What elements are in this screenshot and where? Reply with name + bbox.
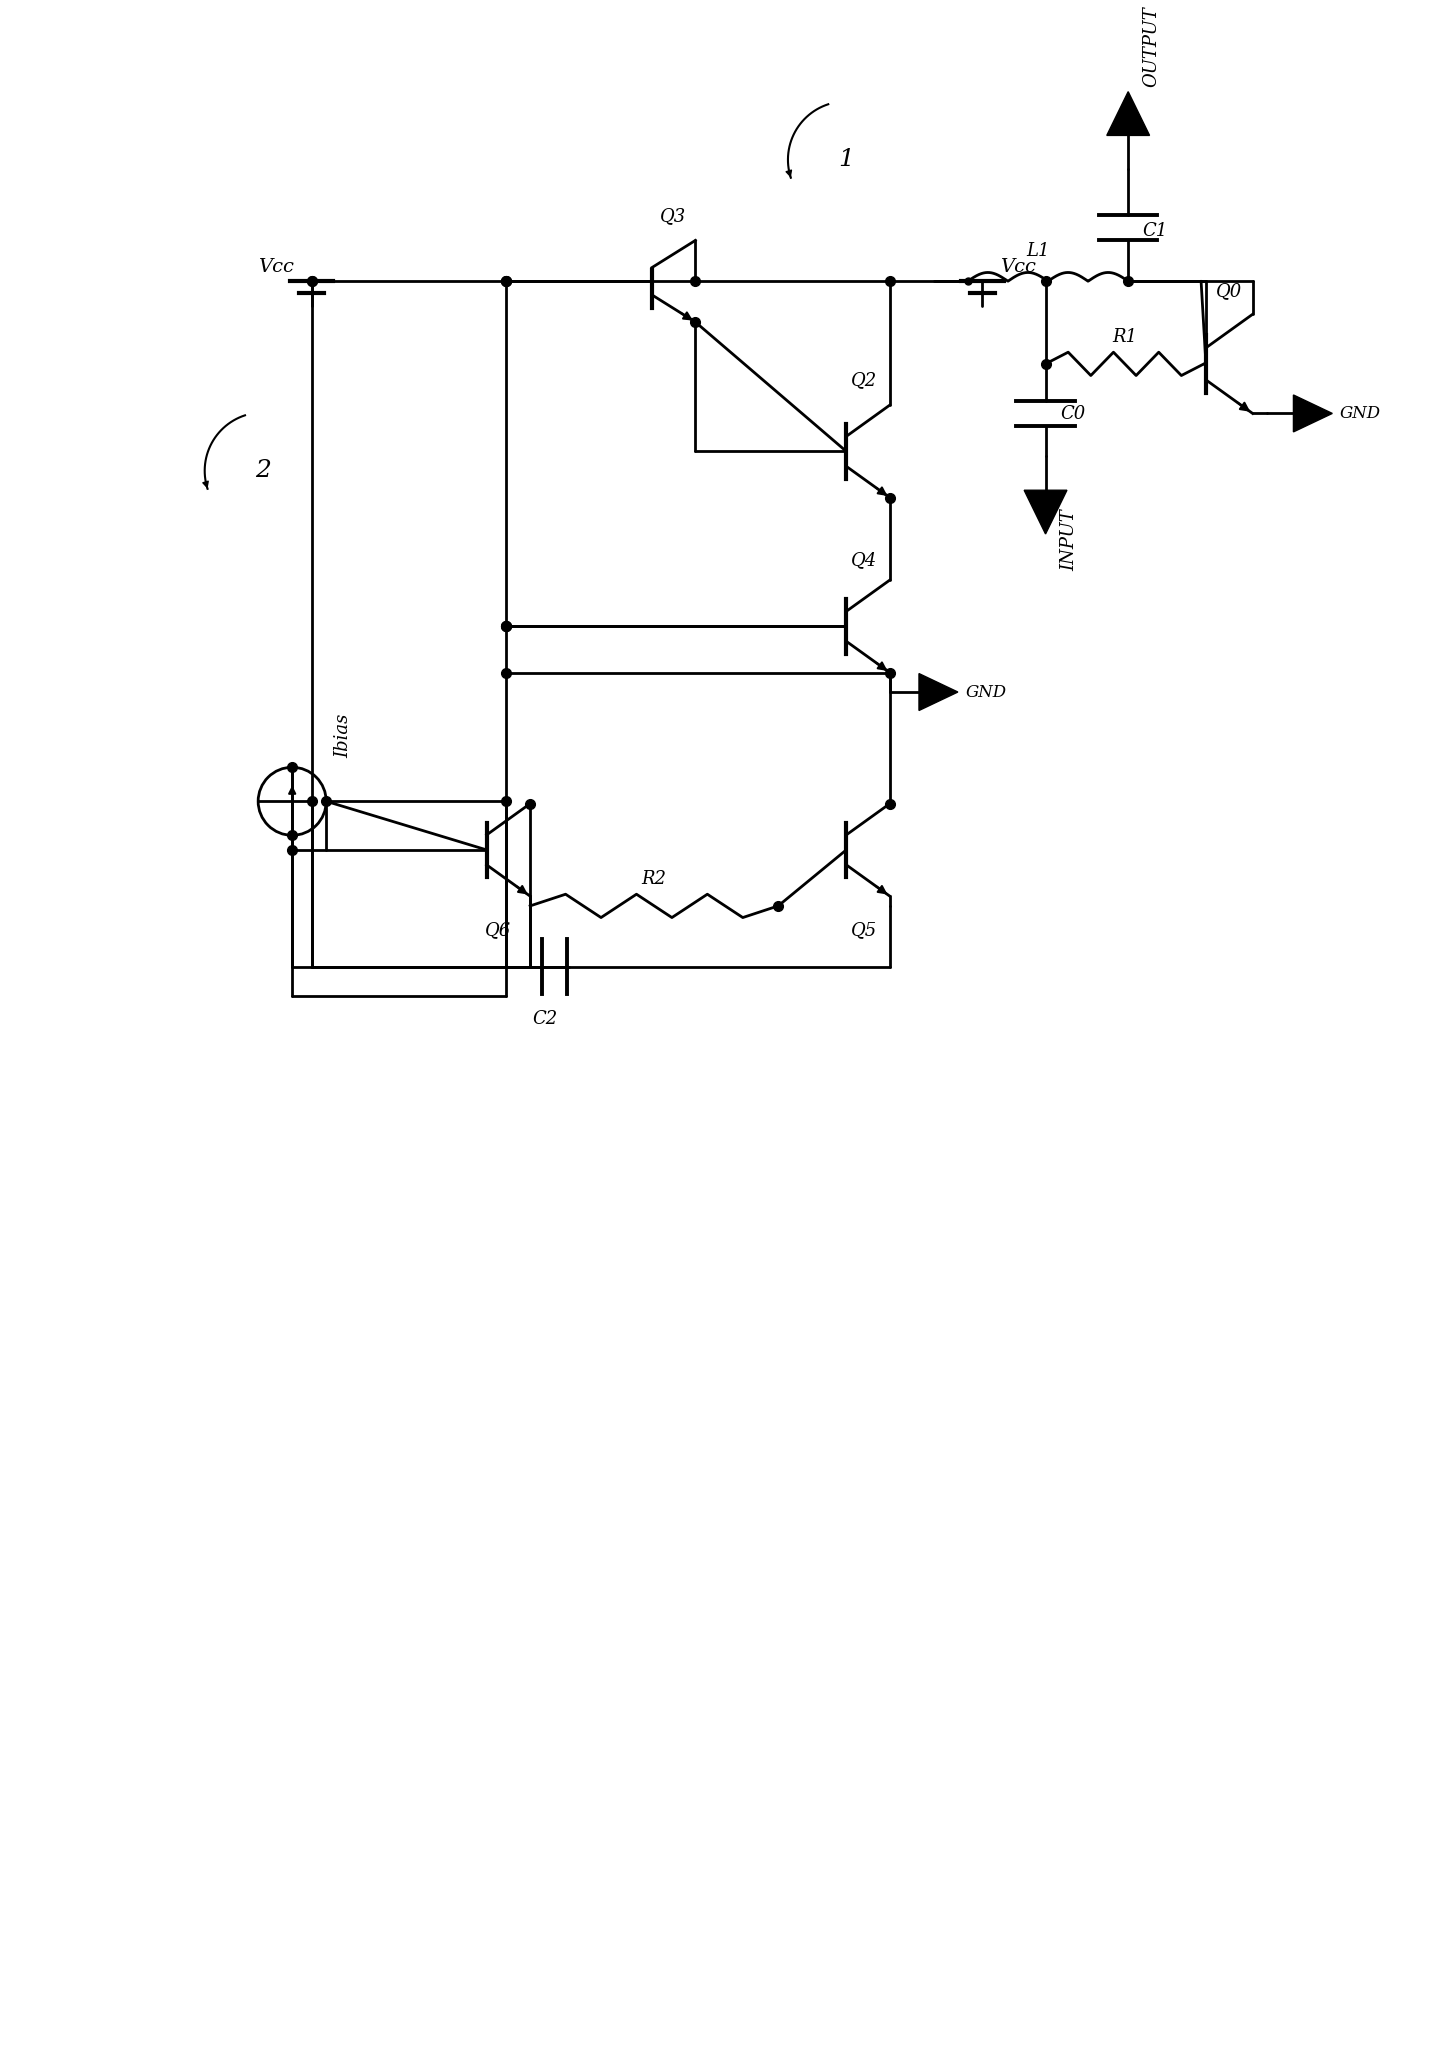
- Text: Q3: Q3: [659, 206, 686, 225]
- Text: Ibias: Ibias: [334, 712, 353, 758]
- Text: Q4: Q4: [851, 551, 877, 570]
- Text: Q2: Q2: [851, 372, 877, 388]
- Polygon shape: [1294, 394, 1333, 432]
- Text: 1: 1: [838, 149, 854, 171]
- Text: R2: R2: [642, 869, 666, 888]
- Polygon shape: [1106, 91, 1149, 136]
- Polygon shape: [1025, 489, 1068, 535]
- Text: Vcc: Vcc: [1000, 258, 1036, 277]
- Text: Q5: Q5: [851, 921, 877, 940]
- Text: C2: C2: [532, 1010, 557, 1028]
- Text: OUTPUT: OUTPUT: [1142, 6, 1161, 87]
- Text: Q0: Q0: [1215, 281, 1242, 299]
- Text: R1: R1: [1112, 328, 1138, 347]
- Text: GND: GND: [1340, 405, 1381, 421]
- Text: L1: L1: [1026, 242, 1050, 260]
- Text: 2: 2: [255, 458, 271, 483]
- Text: INPUT: INPUT: [1060, 510, 1078, 572]
- Text: C1: C1: [1142, 221, 1168, 240]
- Text: C0: C0: [1060, 405, 1085, 423]
- Text: GND: GND: [966, 684, 1007, 700]
- Text: Q6: Q6: [484, 921, 512, 940]
- Text: Vcc: Vcc: [258, 258, 294, 277]
- Polygon shape: [919, 673, 957, 710]
